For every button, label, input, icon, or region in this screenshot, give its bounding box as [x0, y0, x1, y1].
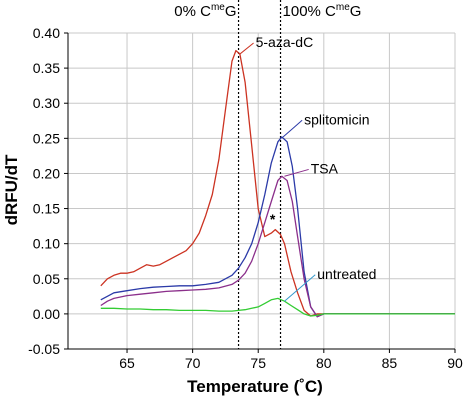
- series-line-tsa: [100, 175, 455, 318]
- annotation-leader-5-aza-dc: [239, 42, 254, 55]
- y-tick-label: 0.20: [33, 165, 60, 181]
- x-tick-label: 80: [316, 355, 332, 371]
- grid: [68, 32, 456, 350]
- y-tick-label: 0.30: [33, 95, 60, 111]
- series-line-splitomicin: [100, 136, 455, 318]
- y-tick-label: 0.15: [33, 201, 60, 217]
- x-tick-label: 70: [185, 355, 201, 371]
- reference-lines: 0% CmeG 100% CmeG: [174, 0, 361, 349]
- y-tick-label: 0.10: [33, 236, 60, 252]
- annotations: 5-aza-dC splitomicin TSA untreated *: [239, 34, 376, 302]
- annotation-label-tsa: TSA: [311, 160, 339, 176]
- x-tick-label: 65: [119, 355, 135, 371]
- y-axis-title: dRFU/dT: [2, 154, 21, 225]
- y-tick-label: 0.35: [33, 60, 60, 76]
- annotation-leader-tsa: [284, 168, 309, 177]
- y-tick-label: 0.40: [33, 25, 60, 41]
- annotation-label-untreated: untreated: [317, 266, 376, 282]
- annotation-label-splitomicin: splitomicin: [304, 111, 369, 127]
- x-tick-label: 85: [382, 355, 398, 371]
- y-tick-label: 0.25: [33, 130, 60, 146]
- reference-line-label: 100% CmeG: [283, 2, 362, 20]
- y-tick-label: 0.00: [33, 306, 60, 322]
- x-tick-label: 90: [447, 355, 463, 371]
- x-axis-title: Temperature (˚C): [187, 377, 323, 396]
- y-tick-label: 0.05: [33, 271, 60, 287]
- axes: -0.05 0.00 0.05 0.10 0.15 0.20 0.25 0.30 0.35 0.4…: [28, 25, 463, 371]
- series-line-5-aza-dc: [100, 49, 455, 317]
- x-tick-label: 75: [250, 355, 266, 371]
- annotation-label-5-aza-dc: 5-aza-dC: [256, 34, 314, 50]
- annotation-leader-splitomicin: [282, 119, 303, 138]
- y-tick-label: -0.05: [28, 341, 60, 357]
- series-line-untreated: [100, 297, 455, 317]
- annotation-leader-untreated: [284, 274, 316, 302]
- series: [100, 49, 455, 318]
- reference-line-label: 0% CmeG: [174, 2, 236, 20]
- annotation-label-asterisk: *: [270, 211, 276, 227]
